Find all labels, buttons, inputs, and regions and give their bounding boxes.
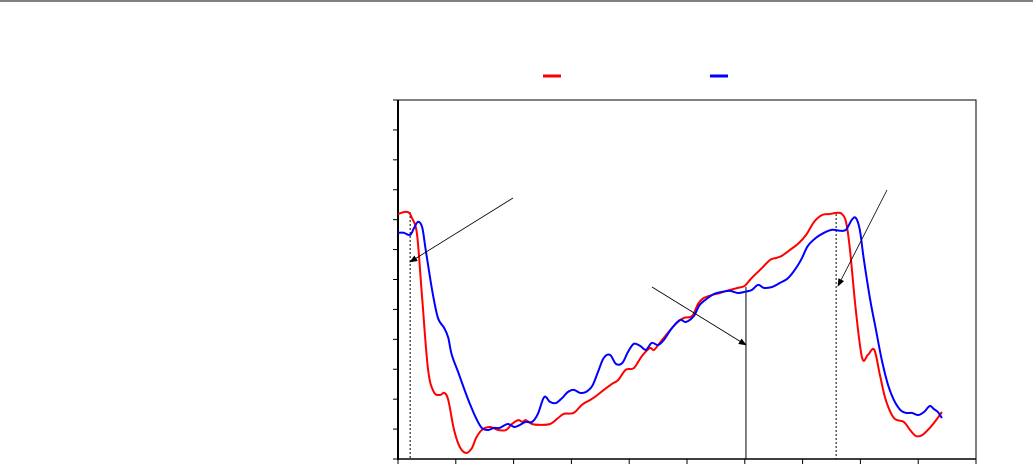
annotation-arrow-left <box>409 197 514 263</box>
annotation-arrow-right <box>837 189 888 287</box>
annotations <box>409 189 888 346</box>
plot-frame <box>397 99 977 460</box>
series-line-blue <box>397 216 943 431</box>
annotation-arrow-middle <box>651 286 747 346</box>
series-line-red <box>397 210 943 454</box>
